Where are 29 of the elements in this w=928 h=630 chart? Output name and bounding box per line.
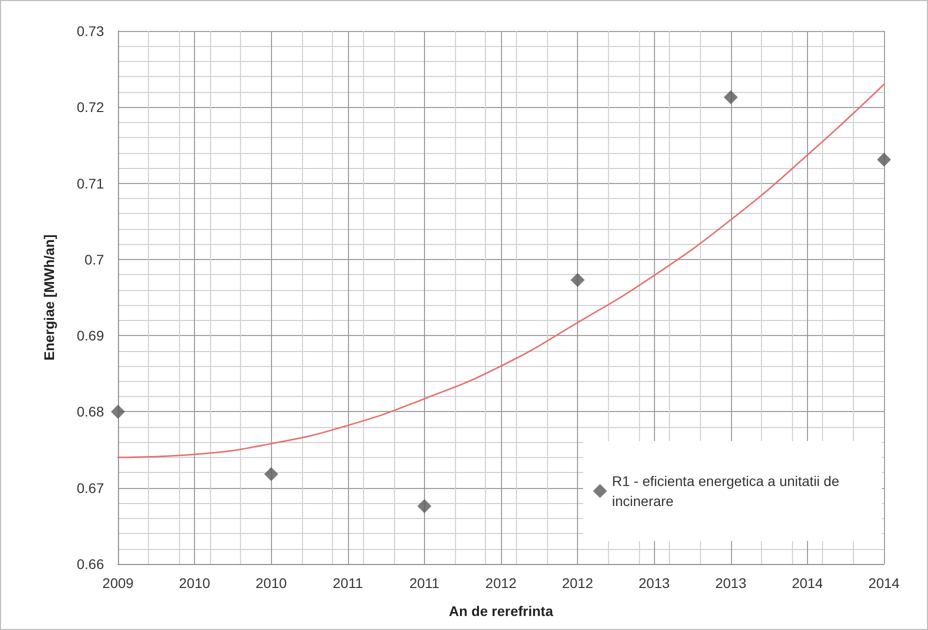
y-axis-title: Energiae [MWh/an] [41,234,57,361]
x-tick-label: 2011 [332,575,364,591]
x-tick-label: 2010 [179,575,210,591]
point [417,499,432,514]
x-tick-label: 2011 [409,575,440,591]
y-tick-label: 0.71 [76,175,104,192]
y-tick-label: 0.73 [76,23,104,39]
x-tick-label: 2012 [485,575,517,591]
x-tick-label: 2014 [868,575,900,591]
y-tick-label: 0.66 [76,556,104,572]
x-tick-label: 2012 [562,575,594,591]
line-series [117,84,885,458]
x-tick-label: 2013 [638,575,670,591]
point [724,90,738,104]
x-tick-label: 2014 [792,575,824,591]
point [570,272,585,287]
y-tick-label: 0.68 [76,404,104,420]
y-tick-label: 0.67 [76,480,104,496]
point [111,404,125,419]
x-tick-label: 2009 [102,575,134,591]
x-tick-label: 2010 [256,575,287,591]
point [877,152,891,167]
y-tick-label: 0.69 [76,328,104,344]
y-tick-label: 0.72 [76,99,104,116]
y-tick-label: 0.7 [84,251,104,268]
legend-label: R1 - eficienta energetica a unitatii de incinerare [612,473,844,509]
point [264,467,278,482]
x-axis-title: An de rerefrinta [448,603,554,619]
x-tick-label: 2013 [715,575,747,591]
